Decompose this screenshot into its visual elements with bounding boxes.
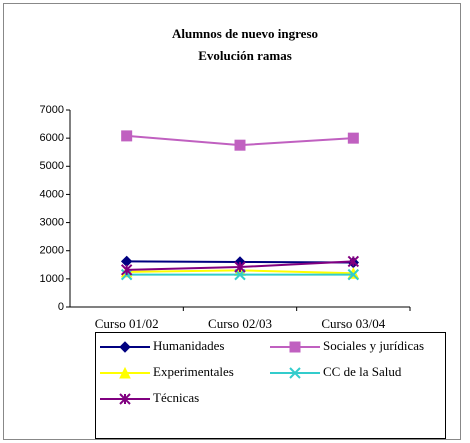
- marker: [119, 393, 131, 405]
- legend-label: Sociales y jurídicas: [323, 338, 424, 353]
- marker: [119, 366, 131, 379]
- marker: [119, 341, 131, 353]
- chart-title: Alumnos de nuevo ingreso: [172, 26, 318, 41]
- legend-label: Experimentales: [153, 364, 234, 379]
- y-tick-label: 7000: [40, 104, 64, 116]
- marker: [347, 255, 360, 268]
- marker: [234, 139, 246, 151]
- y-tick-label: 4000: [40, 188, 64, 200]
- x-tick-label: Curso 03/04: [321, 316, 385, 331]
- legend-label: Técnicas: [153, 390, 199, 405]
- marker: [289, 367, 301, 379]
- marker: [289, 341, 301, 353]
- y-tick-label: 3000: [40, 216, 64, 228]
- marker: [347, 132, 359, 144]
- y-tick-label: 0: [58, 301, 64, 313]
- y-tick-label: 1000: [40, 273, 64, 285]
- chart-subtitle: Evolución ramas: [198, 48, 292, 63]
- y-tick-label: 2000: [40, 245, 64, 257]
- marker: [234, 261, 246, 273]
- x-tick-label: Curso 02/03: [208, 316, 272, 331]
- legend-label: CC de la Salud: [323, 364, 402, 379]
- legend-label: Humanidades: [153, 338, 224, 353]
- y-tick-label: 6000: [40, 132, 64, 144]
- marker: [121, 130, 133, 142]
- marker: [347, 268, 360, 281]
- legend-box: [95, 332, 446, 439]
- x-tick-label: Curso 01/02: [95, 316, 159, 331]
- marker: [120, 264, 133, 276]
- y-tick-label: 5000: [40, 160, 64, 172]
